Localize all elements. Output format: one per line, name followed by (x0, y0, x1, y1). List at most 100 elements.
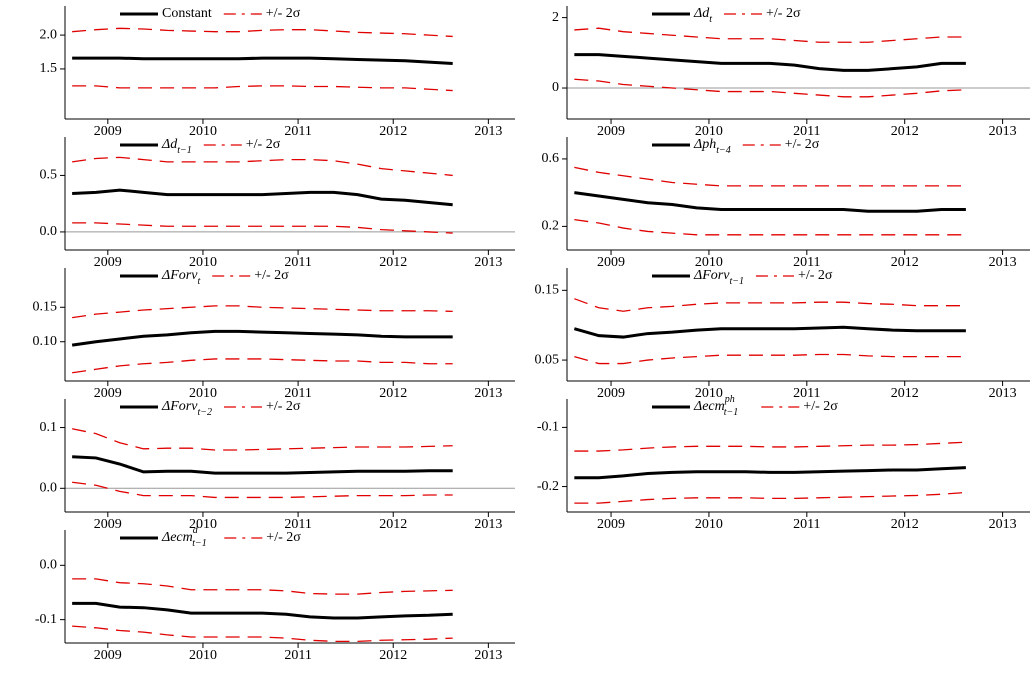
legend-label: Δecmd t−1 (161, 525, 207, 549)
x-tick-label: 2013 (474, 517, 502, 532)
legend-sub: t (709, 14, 712, 25)
x-tick-label: 2013 (989, 124, 1017, 139)
legend-name: +/- 2σ (246, 137, 281, 152)
x-tick-label: 2013 (989, 386, 1017, 401)
legend-label: +/- 2σ (266, 530, 301, 545)
band-line (574, 298, 966, 312)
x-tick-label: 2012 (379, 124, 407, 139)
x-tick-label: 2012 (379, 517, 407, 532)
band-line (574, 353, 966, 365)
band-line (72, 222, 453, 234)
x-tick-label: 2010 (189, 648, 217, 663)
legend-sub: t−4 (716, 145, 731, 156)
legend-name: +/- 2σ (803, 399, 838, 414)
estimate-line (72, 188, 453, 207)
legend-name: +/- 2σ (785, 137, 820, 152)
y-tick-label: 0.6 (542, 151, 560, 166)
x-tick-label: 2013 (474, 124, 502, 139)
band-line (72, 481, 453, 499)
estimate-line (574, 191, 966, 213)
x-tick-label: 2013 (474, 648, 502, 663)
legend-label: +/- 2σ (266, 6, 301, 21)
x-tick-label: 2010 (189, 386, 217, 401)
x-tick-label: 2012 (379, 386, 407, 401)
legend-name: ΔForv (161, 268, 198, 283)
y-tick-label: 0.15 (33, 299, 58, 314)
x-tick-label: 2009 (94, 124, 122, 139)
x-tick-label: 2012 (379, 255, 407, 270)
band-line (72, 156, 453, 177)
band-line (574, 441, 966, 452)
legend-name: +/- 2σ (766, 6, 801, 21)
x-tick-label: 2011 (793, 124, 820, 139)
legend-sub: t−1 (177, 145, 192, 156)
x-tick-label: 2010 (189, 124, 217, 139)
estimate-line (72, 455, 453, 475)
x-tick-label: 2012 (379, 648, 407, 663)
x-tick-label: 2009 (597, 255, 625, 270)
y-tick-label: 0 (552, 80, 559, 95)
x-tick-label: 2010 (189, 517, 217, 532)
x-tick-label: 2012 (891, 255, 919, 270)
legend-name: +/- 2σ (254, 268, 289, 283)
x-tick-label: 2011 (284, 255, 311, 270)
legend-label: +/- 2σ (246, 137, 281, 152)
x-tick-label: 2009 (94, 255, 122, 270)
x-tick-label: 2009 (94, 386, 122, 401)
x-tick-label: 2011 (284, 648, 311, 663)
legend-label: ΔForvt (161, 268, 200, 287)
estimate-line (574, 466, 966, 480)
band-line (574, 27, 966, 43)
x-tick-label: 2013 (989, 255, 1017, 270)
y-tick-label: 0.5 (40, 168, 58, 183)
estimate-line (574, 53, 966, 72)
band-line (72, 305, 453, 319)
y-tick-label: 2.0 (40, 27, 58, 42)
band-line (72, 358, 453, 374)
estimate-line (573, 325, 966, 339)
x-tick-label: 2012 (891, 124, 919, 139)
x-tick-label: 2013 (474, 255, 502, 270)
x-tick-label: 2010 (695, 124, 723, 139)
x-tick-label: 2011 (284, 124, 311, 139)
x-tick-label: 2012 (891, 386, 919, 401)
legend-sub: t−1 (192, 538, 207, 549)
y-tick-label: 1.5 (40, 61, 58, 76)
x-tick-label: 2009 (597, 124, 625, 139)
x-tick-label: 2009 (94, 517, 122, 532)
legend-name: Δph (693, 137, 716, 152)
legend-sub: t−1 (724, 407, 739, 418)
estimate-line (72, 601, 453, 620)
estimate-line (72, 56, 453, 66)
legend-label: +/- 2σ (798, 268, 833, 283)
x-tick-label: 2011 (284, 517, 311, 532)
x-tick-label: 2012 (891, 517, 919, 532)
legend-label: Constant (162, 6, 212, 21)
y-tick-label: 0.0 (40, 224, 58, 239)
x-tick-label: 2011 (793, 255, 820, 270)
legend-label: +/- 2σ (803, 399, 838, 414)
legend-name: Constant (162, 6, 212, 21)
legend-sup: ph (724, 394, 735, 405)
estimate-line (71, 329, 453, 347)
legend-name: +/- 2σ (798, 268, 833, 283)
x-tick-label: 2011 (284, 386, 311, 401)
x-tick-label: 2010 (695, 386, 723, 401)
y-tick-label: -0.1 (537, 420, 559, 435)
legend-sub: t (197, 276, 200, 287)
band-line (72, 625, 453, 643)
legend-label: Δdt (693, 6, 712, 25)
legend-label: ΔForvt−1 (693, 268, 744, 287)
legend-name: Δecm (161, 530, 193, 545)
x-tick-label: 2010 (189, 255, 217, 270)
x-tick-label: 2011 (793, 386, 820, 401)
y-tick-label: 0.0 (40, 558, 58, 573)
legend-name: Δecm (693, 399, 725, 414)
x-tick-label: 2009 (597, 386, 625, 401)
legend-label: Δdt−1 (161, 137, 192, 156)
legend-name: ΔForv (161, 399, 198, 414)
legend-label: +/- 2σ (766, 6, 801, 21)
legend-sup: d (193, 525, 199, 536)
legend-name: +/- 2σ (266, 6, 301, 21)
